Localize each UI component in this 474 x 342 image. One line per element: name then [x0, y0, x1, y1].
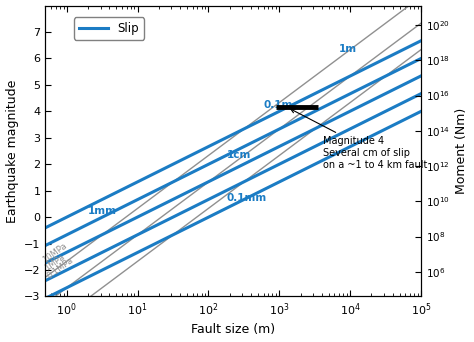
Text: 1cm: 1cm: [227, 150, 251, 160]
Text: 0.1MPa: 0.1MPa: [46, 255, 75, 280]
Text: 1mm: 1mm: [88, 206, 117, 216]
Y-axis label: Earthquake magnitude: Earthquake magnitude: [6, 79, 18, 223]
Y-axis label: Moment (Nm): Moment (Nm): [456, 108, 468, 194]
Text: Magnitude 4
Several cm of slip
on a ~1 to 4 km fault: Magnitude 4 Several cm of slip on a ~1 t…: [291, 109, 428, 170]
Text: 1MPa: 1MPa: [43, 252, 66, 273]
Text: 0.1m: 0.1m: [264, 100, 293, 110]
Text: 10MPa: 10MPa: [41, 241, 69, 265]
Text: 1m: 1m: [339, 44, 357, 54]
Text: 0.1mm: 0.1mm: [227, 193, 267, 202]
Legend: Slip: Slip: [74, 17, 144, 40]
X-axis label: Fault size (m): Fault size (m): [191, 324, 275, 337]
